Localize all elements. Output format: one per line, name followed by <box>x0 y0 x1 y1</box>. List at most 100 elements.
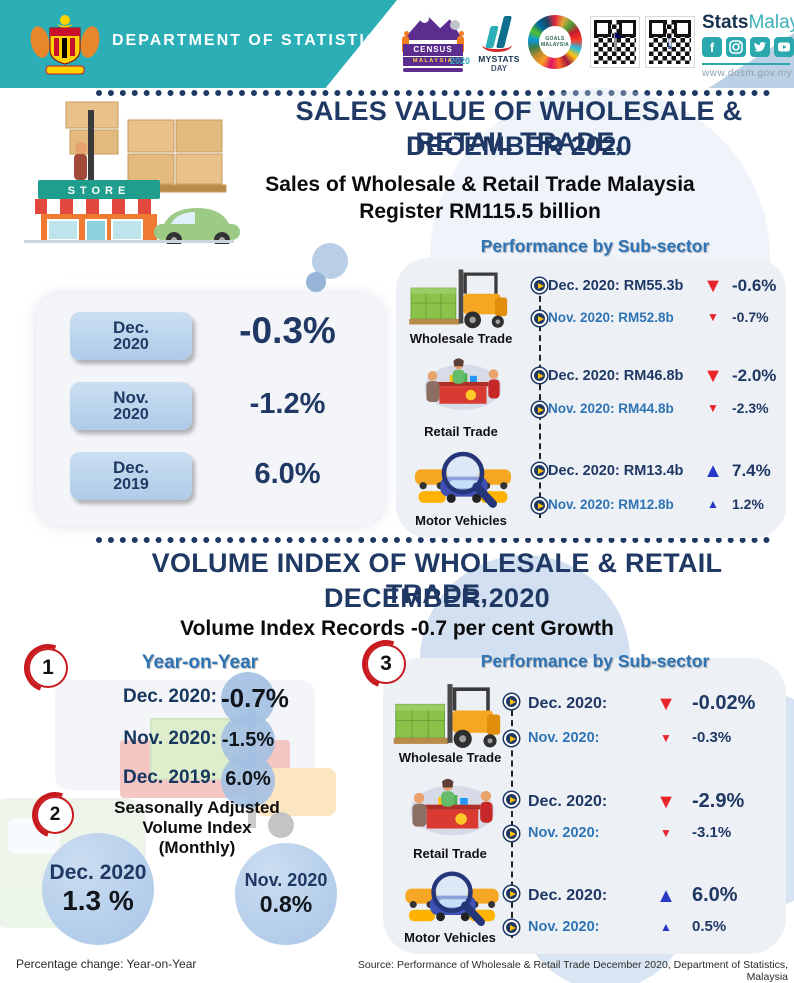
subsector-row: Nov. 2020: RM44.8b ▼ -2.3% <box>548 400 788 416</box>
timeline-bullet-icon <box>532 311 547 326</box>
timeline-bullet-icon <box>504 792 519 807</box>
period-label: Dec. 2020: <box>528 694 608 712</box>
period-month: Dec. <box>113 317 149 337</box>
change-percent: 6.0% <box>692 884 738 906</box>
period-label: Dec. 2020: <box>528 886 608 904</box>
timeline-bullet-icon <box>532 278 547 293</box>
change-percent: -2.3% <box>732 400 769 416</box>
subsector-row: Dec. 2020: ▼ -0.02% <box>528 692 780 715</box>
period-pill: Dec. 2019 <box>70 452 192 500</box>
subsector-row: Dec. 2020: RM46.8b ▼ -2.0% <box>548 366 788 386</box>
badge-1: 1 <box>28 648 68 688</box>
subsector-name: Wholesale Trade <box>398 750 502 765</box>
period-month: Dec. <box>113 457 149 477</box>
census-2020-logo: CENSUS MALAYSIA 2020 <box>400 10 470 80</box>
trend-arrow-icon: ▲ <box>707 497 719 511</box>
qr-pattern: f <box>649 20 691 64</box>
period-amount-label: Nov. 2020: RM44.8b <box>548 400 674 416</box>
social-icons-row: f <box>702 37 794 57</box>
subsector-row: Nov. 2020: ▼ -0.3% <box>528 729 780 746</box>
timeline-bullet-icon <box>504 694 519 709</box>
change-percent: -2.0% <box>732 366 777 385</box>
sales-subtitle-line1: Sales of Wholesale & Retail Trade Malays… <box>265 173 695 196</box>
sales-subtitle-line2: Register RM115.5 billion <box>359 200 601 223</box>
change-percent: 0.5% <box>692 918 727 935</box>
sales-change-nov2020: -1.2% <box>249 388 326 420</box>
dotted-divider <box>96 537 770 543</box>
retail-market-icon <box>415 352 511 418</box>
trend-arrow-icon: ▲ <box>660 919 672 934</box>
sales-subsector-heading: Performance by Sub-sector <box>480 236 710 256</box>
sdg-logo-text: MALAYSIA <box>540 42 570 48</box>
subsector-row: Dec. 2020: RM55.3b ▼ -0.6% <box>548 276 788 296</box>
trend-arrow-icon: ▲ <box>703 460 723 482</box>
youtube-icon <box>774 37 794 57</box>
trend-arrow-icon: ▼ <box>660 730 672 745</box>
instagram-icon <box>726 37 746 57</box>
subsector-name: Wholesale Trade <box>409 331 513 346</box>
sdg-logo-center: GOALS MALAYSIA <box>539 26 571 58</box>
period-amount-label: Nov. 2020: RM52.8b <box>548 309 674 325</box>
period-amount-label: Nov. 2020: RM12.8b <box>548 496 674 512</box>
store-illustration: STORE <box>24 101 240 244</box>
period-pill: Nov. 2020 <box>70 382 192 430</box>
change-percent: -0.3% <box>692 729 732 746</box>
period-year: 2019 <box>113 475 149 493</box>
badge-3: 3 <box>366 644 406 684</box>
svg-text:STORE: STORE <box>68 185 131 197</box>
census-logo-title: CENSUS <box>403 44 463 56</box>
trend-arrow-icon: ▼ <box>656 692 676 715</box>
change-percent: 7.4% <box>732 461 771 480</box>
trend-arrow-icon: ▲ <box>656 884 676 907</box>
sales-change-dec2020: -0.3% <box>239 310 336 351</box>
subsector-name: Retail Trade <box>413 846 487 861</box>
timeline-bullet-icon <box>504 731 519 746</box>
timeline-bullet-icon <box>532 463 547 478</box>
census-logo-tagline <box>403 68 463 72</box>
census-logo-subtitle: MALAYSIA <box>403 57 463 66</box>
value-circle <box>221 754 275 808</box>
sdg-logo-text: GOALS <box>545 36 565 42</box>
badge-number: 2 <box>49 804 61 825</box>
mystats-logo-swoosh <box>482 38 512 52</box>
forklift-icon <box>392 676 507 752</box>
period-label: Nov. 2020: <box>528 729 600 746</box>
malaysia-coat-of-arms <box>30 15 100 75</box>
mystats-logo-subtitle: DAY <box>490 64 508 73</box>
yoy-label: Nov. 2020: <box>123 728 217 749</box>
volume-title-line2: DECEMBER 2020 <box>324 583 550 613</box>
motor-vehicles-icon <box>398 864 506 930</box>
timeline-bullet-icon <box>504 886 519 901</box>
yoy-label: Dec. 2019: <box>122 767 217 788</box>
stats-malaysia-brand: StatsMalaysia <box>702 12 794 34</box>
source-note: Source: Performance of Wholesale & Retai… <box>357 959 788 983</box>
footnote: Percentage change: Year-on-Year <box>16 957 197 971</box>
website-url: www.dosm.gov.my <box>702 63 792 79</box>
subsector-name: Retail Trade <box>424 424 498 439</box>
timeline-bullet-icon <box>532 402 547 417</box>
dotted-divider <box>96 90 770 96</box>
faded-wheel <box>268 812 294 838</box>
subsector-row: Dec. 2020: ▲ 6.0% <box>528 884 780 907</box>
timeline-bullet-icon <box>532 498 547 513</box>
subsector-row: Dec. 2020: ▼ -2.9% <box>528 790 780 813</box>
census-logo-moon <box>420 14 429 23</box>
mystats-day-logo: MYSTATS DAY <box>474 12 524 80</box>
census-logo-year: 2020 <box>449 56 470 66</box>
header: DEPARTMENT OF STATISTICS MALAYSIA CENSUS… <box>0 0 794 88</box>
timeline-line <box>511 700 513 938</box>
bubble-value: 0.8% <box>259 891 313 917</box>
change-percent: -2.9% <box>692 790 745 812</box>
qr-code-dosm <box>590 16 640 68</box>
bubble-period: Dec. 2020 <box>49 861 147 884</box>
seasonal-bubble-dec: Dec. 2020 1.3 % <box>42 833 154 945</box>
yoy-value: -1.5% <box>221 729 275 751</box>
seasonal-heading-line1: Seasonally Adjusted <box>114 798 280 817</box>
qr-pattern <box>594 20 636 64</box>
subsector-row: Nov. 2020: RM52.8b ▼ -0.7% <box>548 309 788 325</box>
change-percent: -0.7% <box>732 309 769 325</box>
trend-arrow-icon: ▼ <box>707 401 719 415</box>
change-percent: 1.2% <box>732 496 764 512</box>
twitter-icon <box>750 37 770 57</box>
trend-arrow-icon: ▼ <box>703 275 723 297</box>
